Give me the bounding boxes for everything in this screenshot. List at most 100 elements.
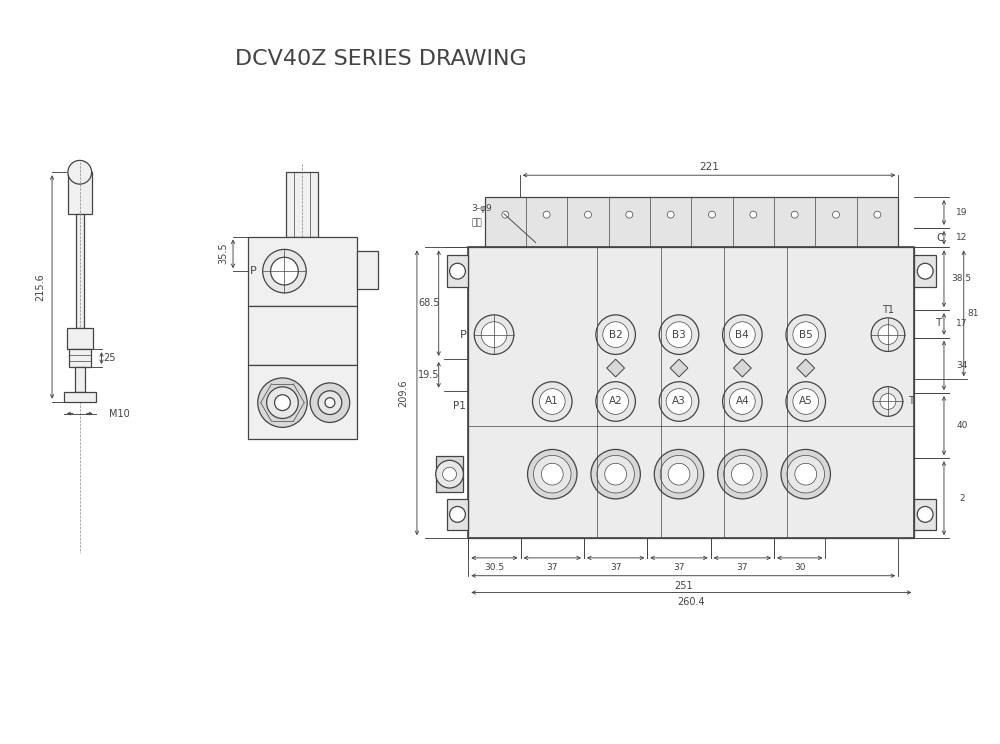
Text: 37: 37 [673, 563, 685, 572]
Circle shape [450, 507, 465, 522]
Bar [468, 248, 914, 538]
Text: 260.4: 260.4 [678, 597, 705, 607]
Circle shape [668, 464, 690, 485]
Circle shape [833, 211, 839, 218]
Text: B2: B2 [609, 330, 623, 340]
Text: 3-φ9: 3-φ9 [471, 205, 492, 214]
Circle shape [603, 322, 628, 347]
Circle shape [793, 388, 819, 414]
Circle shape [781, 449, 830, 499]
Text: 40: 40 [956, 421, 967, 430]
Circle shape [450, 263, 465, 279]
Circle shape [541, 464, 563, 485]
Circle shape [880, 394, 896, 409]
Polygon shape [797, 359, 815, 377]
Text: 25: 25 [103, 353, 116, 363]
Circle shape [318, 391, 342, 414]
Circle shape [532, 382, 572, 421]
Bar [248, 365, 357, 439]
Circle shape [731, 464, 753, 485]
Circle shape [723, 315, 762, 354]
Circle shape [659, 382, 699, 421]
Circle shape [585, 211, 591, 218]
Bar [468, 248, 914, 538]
Circle shape [718, 449, 767, 499]
Text: 2: 2 [959, 494, 965, 503]
Text: 35.5: 35.5 [218, 243, 228, 264]
Circle shape [723, 382, 762, 421]
Text: B5: B5 [799, 330, 813, 340]
Text: 221: 221 [699, 162, 719, 173]
Polygon shape [607, 359, 625, 377]
Text: 19.5: 19.5 [418, 370, 440, 379]
Circle shape [263, 249, 306, 293]
Circle shape [917, 507, 933, 522]
Circle shape [724, 455, 761, 493]
Circle shape [666, 322, 692, 347]
Circle shape [786, 382, 826, 421]
Text: 34: 34 [956, 361, 967, 370]
Bar [69, 349, 91, 367]
Text: C: C [937, 233, 944, 243]
Text: 251: 251 [674, 580, 693, 591]
Text: T: T [908, 397, 914, 406]
Circle shape [275, 395, 290, 411]
Circle shape [793, 322, 819, 347]
Bar [248, 237, 357, 306]
Text: 68.5: 68.5 [418, 298, 440, 308]
Bar [64, 392, 96, 402]
Circle shape [666, 388, 692, 414]
Circle shape [730, 322, 755, 347]
Circle shape [786, 315, 826, 354]
Circle shape [750, 211, 757, 218]
Circle shape [310, 383, 350, 423]
Text: A4: A4 [735, 397, 749, 406]
Circle shape [871, 318, 905, 351]
Bar [447, 255, 468, 287]
Circle shape [878, 324, 898, 344]
Text: 30: 30 [794, 563, 805, 572]
Circle shape [474, 315, 514, 354]
Circle shape [873, 387, 903, 417]
Text: 215.6: 215.6 [35, 273, 45, 301]
Circle shape [481, 322, 507, 347]
Bar [76, 214, 84, 327]
Text: 38.5: 38.5 [952, 275, 972, 283]
Circle shape [787, 455, 825, 493]
Bar [67, 327, 93, 349]
Circle shape [68, 161, 92, 184]
Circle shape [791, 211, 798, 218]
Text: B4: B4 [735, 330, 749, 340]
Text: 37: 37 [737, 563, 748, 572]
Circle shape [543, 211, 550, 218]
Circle shape [596, 315, 635, 354]
Circle shape [654, 449, 704, 499]
Bar [914, 498, 936, 530]
Circle shape [605, 464, 627, 485]
Text: A3: A3 [672, 397, 686, 406]
Bar [75, 367, 85, 392]
Text: B3: B3 [672, 330, 686, 340]
Text: 209.6: 209.6 [398, 379, 408, 406]
Circle shape [795, 464, 817, 485]
Circle shape [502, 211, 509, 218]
Circle shape [325, 398, 335, 408]
Text: T1: T1 [882, 305, 894, 315]
Text: DCV40Z SERIES DRAWING: DCV40Z SERIES DRAWING [235, 48, 527, 68]
Circle shape [667, 211, 674, 218]
Circle shape [626, 211, 633, 218]
Text: 30.5: 30.5 [484, 563, 505, 572]
Text: 37: 37 [547, 563, 558, 572]
Polygon shape [733, 359, 751, 377]
Circle shape [436, 461, 463, 488]
Bar [68, 173, 92, 214]
Circle shape [533, 455, 571, 493]
Text: P: P [250, 266, 257, 276]
Text: M10: M10 [109, 408, 130, 419]
Circle shape [539, 388, 565, 414]
Circle shape [443, 467, 456, 481]
Polygon shape [670, 359, 688, 377]
Circle shape [709, 211, 715, 218]
Bar [485, 197, 898, 248]
Bar [447, 498, 468, 530]
